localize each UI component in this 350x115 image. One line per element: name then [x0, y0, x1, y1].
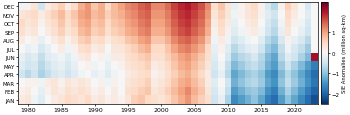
Y-axis label: SIE Anomalies (million sq-km): SIE Anomalies (million sq-km)	[342, 14, 347, 92]
